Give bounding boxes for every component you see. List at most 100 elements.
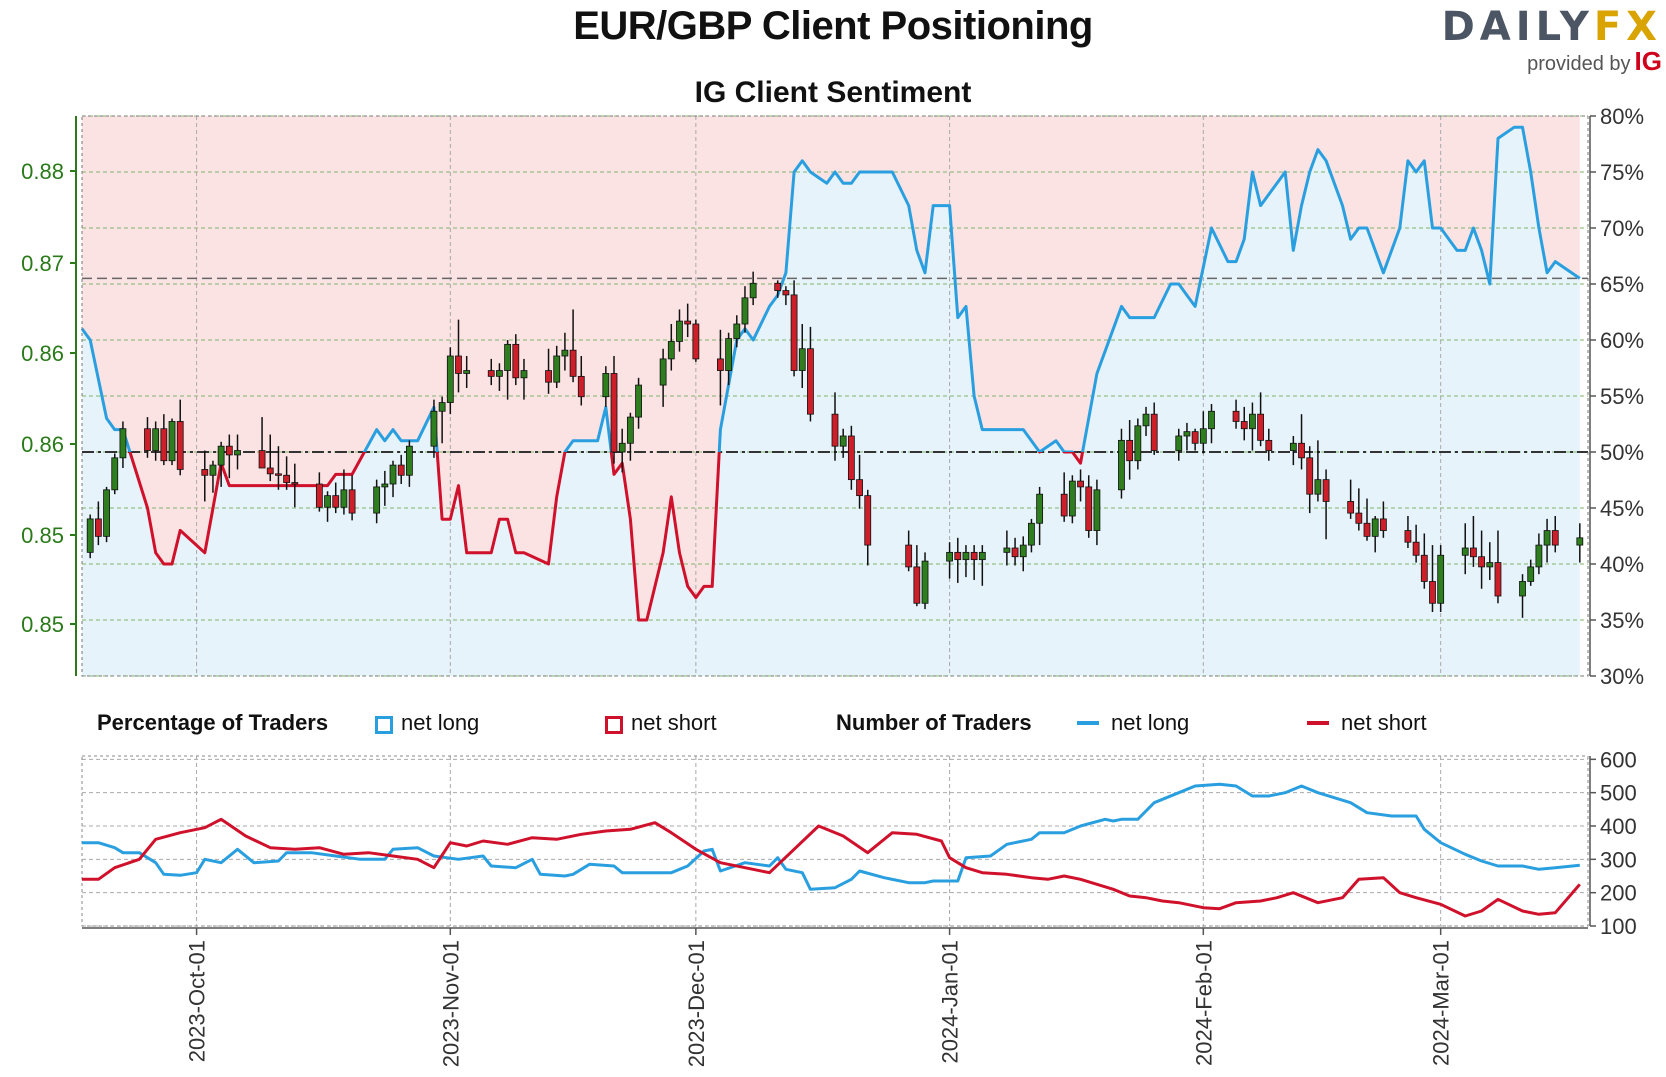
- candle-body: [577, 375, 585, 398]
- candle-body: [430, 410, 438, 447]
- candle-body: [405, 445, 413, 476]
- candle-body: [1404, 530, 1412, 543]
- candle-body: [1355, 512, 1363, 524]
- candle-body: [324, 495, 331, 508]
- legend-num-short: net short: [1307, 710, 1427, 736]
- candle-body: [954, 551, 962, 561]
- x-tick-label: 2024-Mar-01: [1429, 940, 1454, 1066]
- candle-body: [1314, 479, 1322, 495]
- candle-body: [496, 370, 503, 377]
- legend-line-short-icon: [1307, 721, 1329, 725]
- lower-tick-label: 500: [1600, 781, 1637, 806]
- net-short-pct-line: [128, 452, 1085, 622]
- candle-body: [946, 551, 953, 562]
- lower-tick-label: 100: [1600, 914, 1637, 939]
- candle-body: [94, 518, 102, 537]
- candle-body: [455, 355, 462, 374]
- candle-body: [168, 421, 176, 462]
- candle-body: [569, 349, 577, 377]
- candle-body: [602, 373, 610, 398]
- logo-brand-accent: FX: [1593, 4, 1662, 50]
- legend: Percentage of Traders net long net short…: [0, 710, 1666, 750]
- candle-body: [1265, 439, 1273, 451]
- candle-body: [659, 358, 667, 386]
- candle-body: [1240, 421, 1248, 430]
- price-tick-label: 0.87: [21, 251, 64, 276]
- candle-body: [348, 489, 356, 514]
- candle-body: [144, 428, 151, 451]
- candle-body: [676, 320, 683, 342]
- candle-body: [1011, 547, 1019, 558]
- x-tick-label: 2023-Nov-01: [438, 940, 463, 1067]
- candle-body: [1527, 566, 1535, 582]
- pct-tick-label: 45%: [1600, 496, 1644, 521]
- candle-body: [921, 560, 929, 604]
- candle-body: [1412, 541, 1420, 556]
- pct-tick-label: 50%: [1600, 440, 1644, 465]
- candle-body: [332, 495, 340, 508]
- candle-body: [692, 323, 700, 360]
- candle-body: [561, 349, 569, 357]
- candle-body: [1420, 554, 1428, 582]
- x-tick-label: 2024-Jan-01: [938, 940, 963, 1064]
- candle-body: [717, 358, 724, 371]
- candle-body: [1019, 544, 1027, 558]
- logo-provided-text: provided by: [1527, 53, 1631, 75]
- candle-body: [1085, 486, 1093, 531]
- candle-body: [1298, 442, 1305, 459]
- candle-body: [1257, 413, 1265, 441]
- candle-body: [1175, 435, 1183, 451]
- x-tick-label: 2024-Feb-01: [1191, 940, 1216, 1066]
- candle-body: [733, 323, 741, 339]
- candle-body: [626, 416, 634, 444]
- candle-body: [1478, 556, 1485, 568]
- candle-body: [512, 343, 520, 379]
- price-tick-label: 0.85: [21, 523, 64, 548]
- pct-tick-label: 75%: [1600, 160, 1644, 185]
- candle-body: [111, 457, 119, 491]
- candle-body: [1077, 480, 1084, 488]
- candle-body: [1543, 530, 1551, 546]
- candle-body: [545, 370, 552, 383]
- candle-body: [1150, 413, 1158, 451]
- candle-body: [970, 551, 978, 561]
- legend-square-long-icon: [375, 716, 393, 734]
- legend-num-long-label: net long: [1111, 710, 1190, 735]
- candle-body: [1183, 431, 1191, 437]
- net-long-pct-line: [80, 125, 1581, 452]
- candle-body: [1322, 479, 1330, 502]
- candle-body: [234, 450, 241, 456]
- candle-body: [1576, 537, 1584, 546]
- candle-body: [86, 518, 94, 553]
- candle-body: [1208, 410, 1215, 430]
- candle-body: [1249, 413, 1256, 430]
- candle-body: [1118, 439, 1125, 491]
- candle-body: [798, 348, 806, 371]
- traders-net-short-line: [82, 817, 1581, 918]
- candle-body: [520, 370, 528, 379]
- candle-body: [1486, 562, 1494, 568]
- candle-body: [1494, 562, 1502, 597]
- candle-body: [1289, 442, 1297, 451]
- legend-line-long-icon: [1077, 721, 1099, 725]
- x-tick-label: 2023-Oct-01: [185, 940, 210, 1062]
- legend-pct-short: net short: [605, 710, 717, 736]
- candle-body: [373, 486, 381, 514]
- candle-body: [684, 320, 692, 325]
- candle-body: [463, 370, 471, 374]
- dailyfx-logo: DAILYFX provided by IG: [1442, 2, 1662, 76]
- candle-body: [839, 435, 847, 447]
- candle-body: [831, 413, 839, 447]
- candle-body: [487, 370, 495, 377]
- price-tick-label: 0.85: [21, 612, 64, 637]
- candle-body: [610, 373, 618, 453]
- candle-body: [291, 482, 299, 485]
- candle-body: [217, 445, 225, 466]
- candle-body: [847, 435, 855, 481]
- short-area-fill: [82, 116, 1580, 620]
- candle-body: [1551, 530, 1559, 546]
- candle-body: [103, 489, 110, 537]
- candle-body: [266, 467, 274, 475]
- candle-body: [283, 474, 291, 483]
- candle-body: [1199, 428, 1207, 444]
